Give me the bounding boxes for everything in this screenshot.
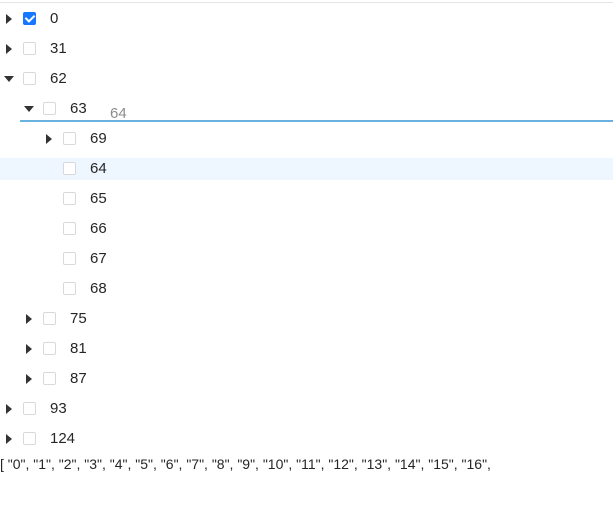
tree-node-64[interactable]: 64 [0,158,613,180]
tree-node-65[interactable]: 65 [0,188,613,210]
caret-right-icon[interactable] [4,404,14,414]
tree-node-label[interactable]: 63 [70,100,87,117]
tree-node-67[interactable]: 67 [0,248,613,270]
tree-node-checkbox[interactable] [23,12,36,25]
tree-node-81[interactable]: 81 [0,338,613,360]
tree-node-checkbox[interactable] [23,42,36,55]
caret-right-icon[interactable] [24,314,34,324]
tree-node-31[interactable]: 31 [0,38,613,60]
tree-node-62[interactable]: 62 [0,68,613,90]
tree-node-label[interactable]: 67 [90,250,107,267]
drop-indicator-line [20,120,613,122]
tree-node-124[interactable]: 124 [0,428,613,450]
tree-node-87[interactable]: 87 [0,368,613,390]
tree-node-checkbox[interactable] [43,102,56,115]
caret-down-icon[interactable] [4,74,14,84]
tree-node-checkbox[interactable] [43,342,56,355]
caret-down-icon[interactable] [24,104,34,114]
tree-node-label[interactable]: 0 [50,10,59,27]
checked-keys-output: [ "0", "1", "2", "3", "4", "5", "6", "7"… [0,456,491,472]
tree-node-label[interactable]: 87 [70,370,87,387]
tree-node-label[interactable]: 68 [90,280,107,297]
tree-node-checkbox[interactable] [63,192,76,205]
tree-node-69[interactable]: 69 [0,128,613,150]
tree-node-label[interactable]: 75 [70,310,87,327]
top-border [0,2,613,3]
tree-node-68[interactable]: 68 [0,278,613,300]
tree-node-label[interactable]: 62 [50,70,67,87]
tree-node-63[interactable]: 63 [0,98,613,120]
tree-node-66[interactable]: 66 [0,218,613,240]
caret-right-icon[interactable] [4,44,14,54]
tree-node-checkbox[interactable] [63,252,76,265]
tree-node-label[interactable]: 66 [90,220,107,237]
caret-right-icon[interactable] [24,344,34,354]
tree-node-checkbox[interactable] [23,432,36,445]
drag-ghost-label: 64 [110,105,127,122]
caret-right-icon[interactable] [44,134,54,144]
tree-node-checkbox[interactable] [43,312,56,325]
tree-node-label[interactable]: 69 [90,130,107,147]
tree-node-checkbox[interactable] [63,162,76,175]
tree-node-label[interactable]: 93 [50,400,67,417]
tree-node-label[interactable]: 65 [90,190,107,207]
tree-node-93[interactable]: 93 [0,398,613,420]
caret-right-icon[interactable] [4,14,14,24]
caret-right-icon[interactable] [24,374,34,384]
tree-node-label[interactable]: 124 [50,430,76,447]
tree-node-label[interactable]: 64 [90,160,107,177]
tree-node-checkbox[interactable] [63,132,76,145]
tree-node-checkbox[interactable] [63,222,76,235]
tree-node-75[interactable]: 75 [0,308,613,330]
tree-node-checkbox[interactable] [43,372,56,385]
tree-node-0[interactable]: 0 [0,8,613,30]
tree-node-checkbox[interactable] [63,282,76,295]
caret-right-icon[interactable] [4,434,14,444]
tree-node-label[interactable]: 31 [50,40,67,57]
tree-node-checkbox[interactable] [23,72,36,85]
tree-node-checkbox[interactable] [23,402,36,415]
tree-node-label[interactable]: 81 [70,340,87,357]
